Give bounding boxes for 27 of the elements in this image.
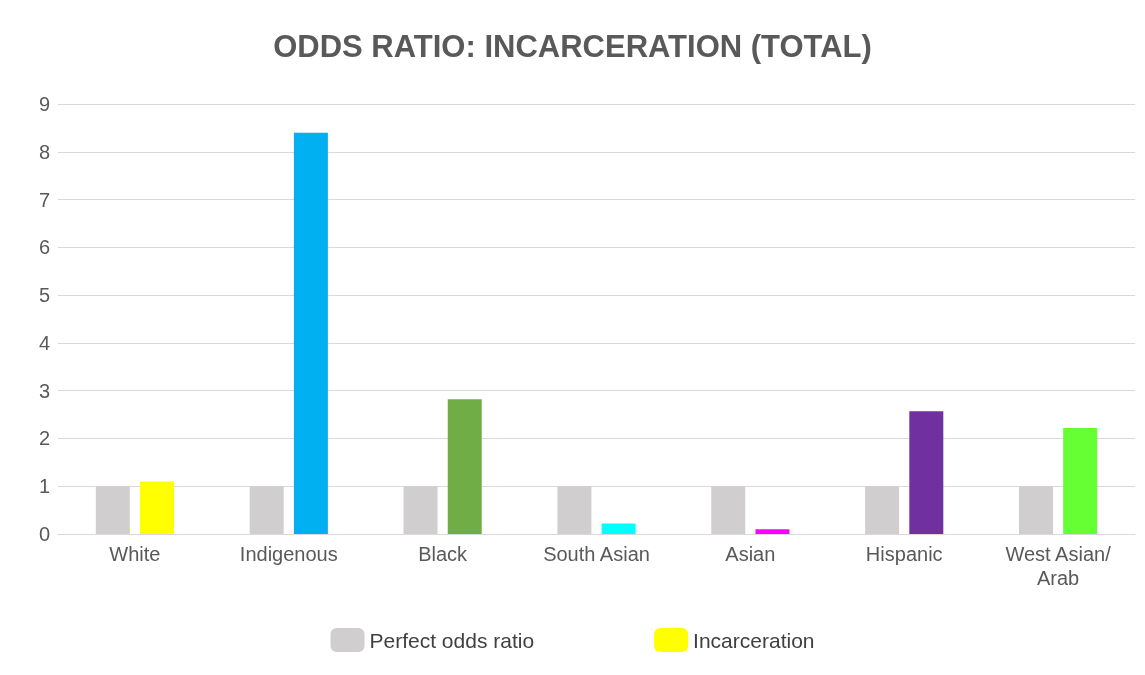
x-tick-label: South Asian (543, 543, 650, 565)
x-tick-label: Black (418, 543, 469, 565)
y-tick-label: 3 (38, 379, 50, 402)
y-tick-label: 2 (38, 427, 50, 450)
y-tick-label: 8 (38, 140, 50, 163)
x-tick-label: Asian (725, 543, 776, 565)
bar (447, 399, 482, 534)
bar (755, 529, 790, 534)
legend-label: Perfect odds ratio (369, 628, 535, 652)
legend-label: Incarceration (693, 628, 815, 652)
y-tick-label: 4 (38, 331, 50, 354)
y-tick-label: 1 (38, 475, 50, 498)
x-tick-label: White (109, 543, 161, 565)
y-tick-label: 6 (38, 236, 50, 259)
x-tick-label: West Asian/Arab (1005, 543, 1112, 589)
y-tick-label: 9 (38, 93, 50, 115)
bar (1063, 427, 1098, 534)
y-tick-label: 5 (38, 284, 50, 307)
bar (293, 132, 328, 534)
x-tick-label: Hispanic (865, 543, 943, 565)
chart-title: ODDS RATIO: INCARCERATION (TOTAL) (273, 29, 872, 64)
y-tick-label: 7 (38, 188, 50, 211)
bar (140, 481, 175, 534)
x-tick-label: Indigenous (239, 543, 338, 565)
y-tick-label: 0 (38, 523, 50, 545)
bar (601, 523, 636, 534)
bar (909, 411, 944, 534)
